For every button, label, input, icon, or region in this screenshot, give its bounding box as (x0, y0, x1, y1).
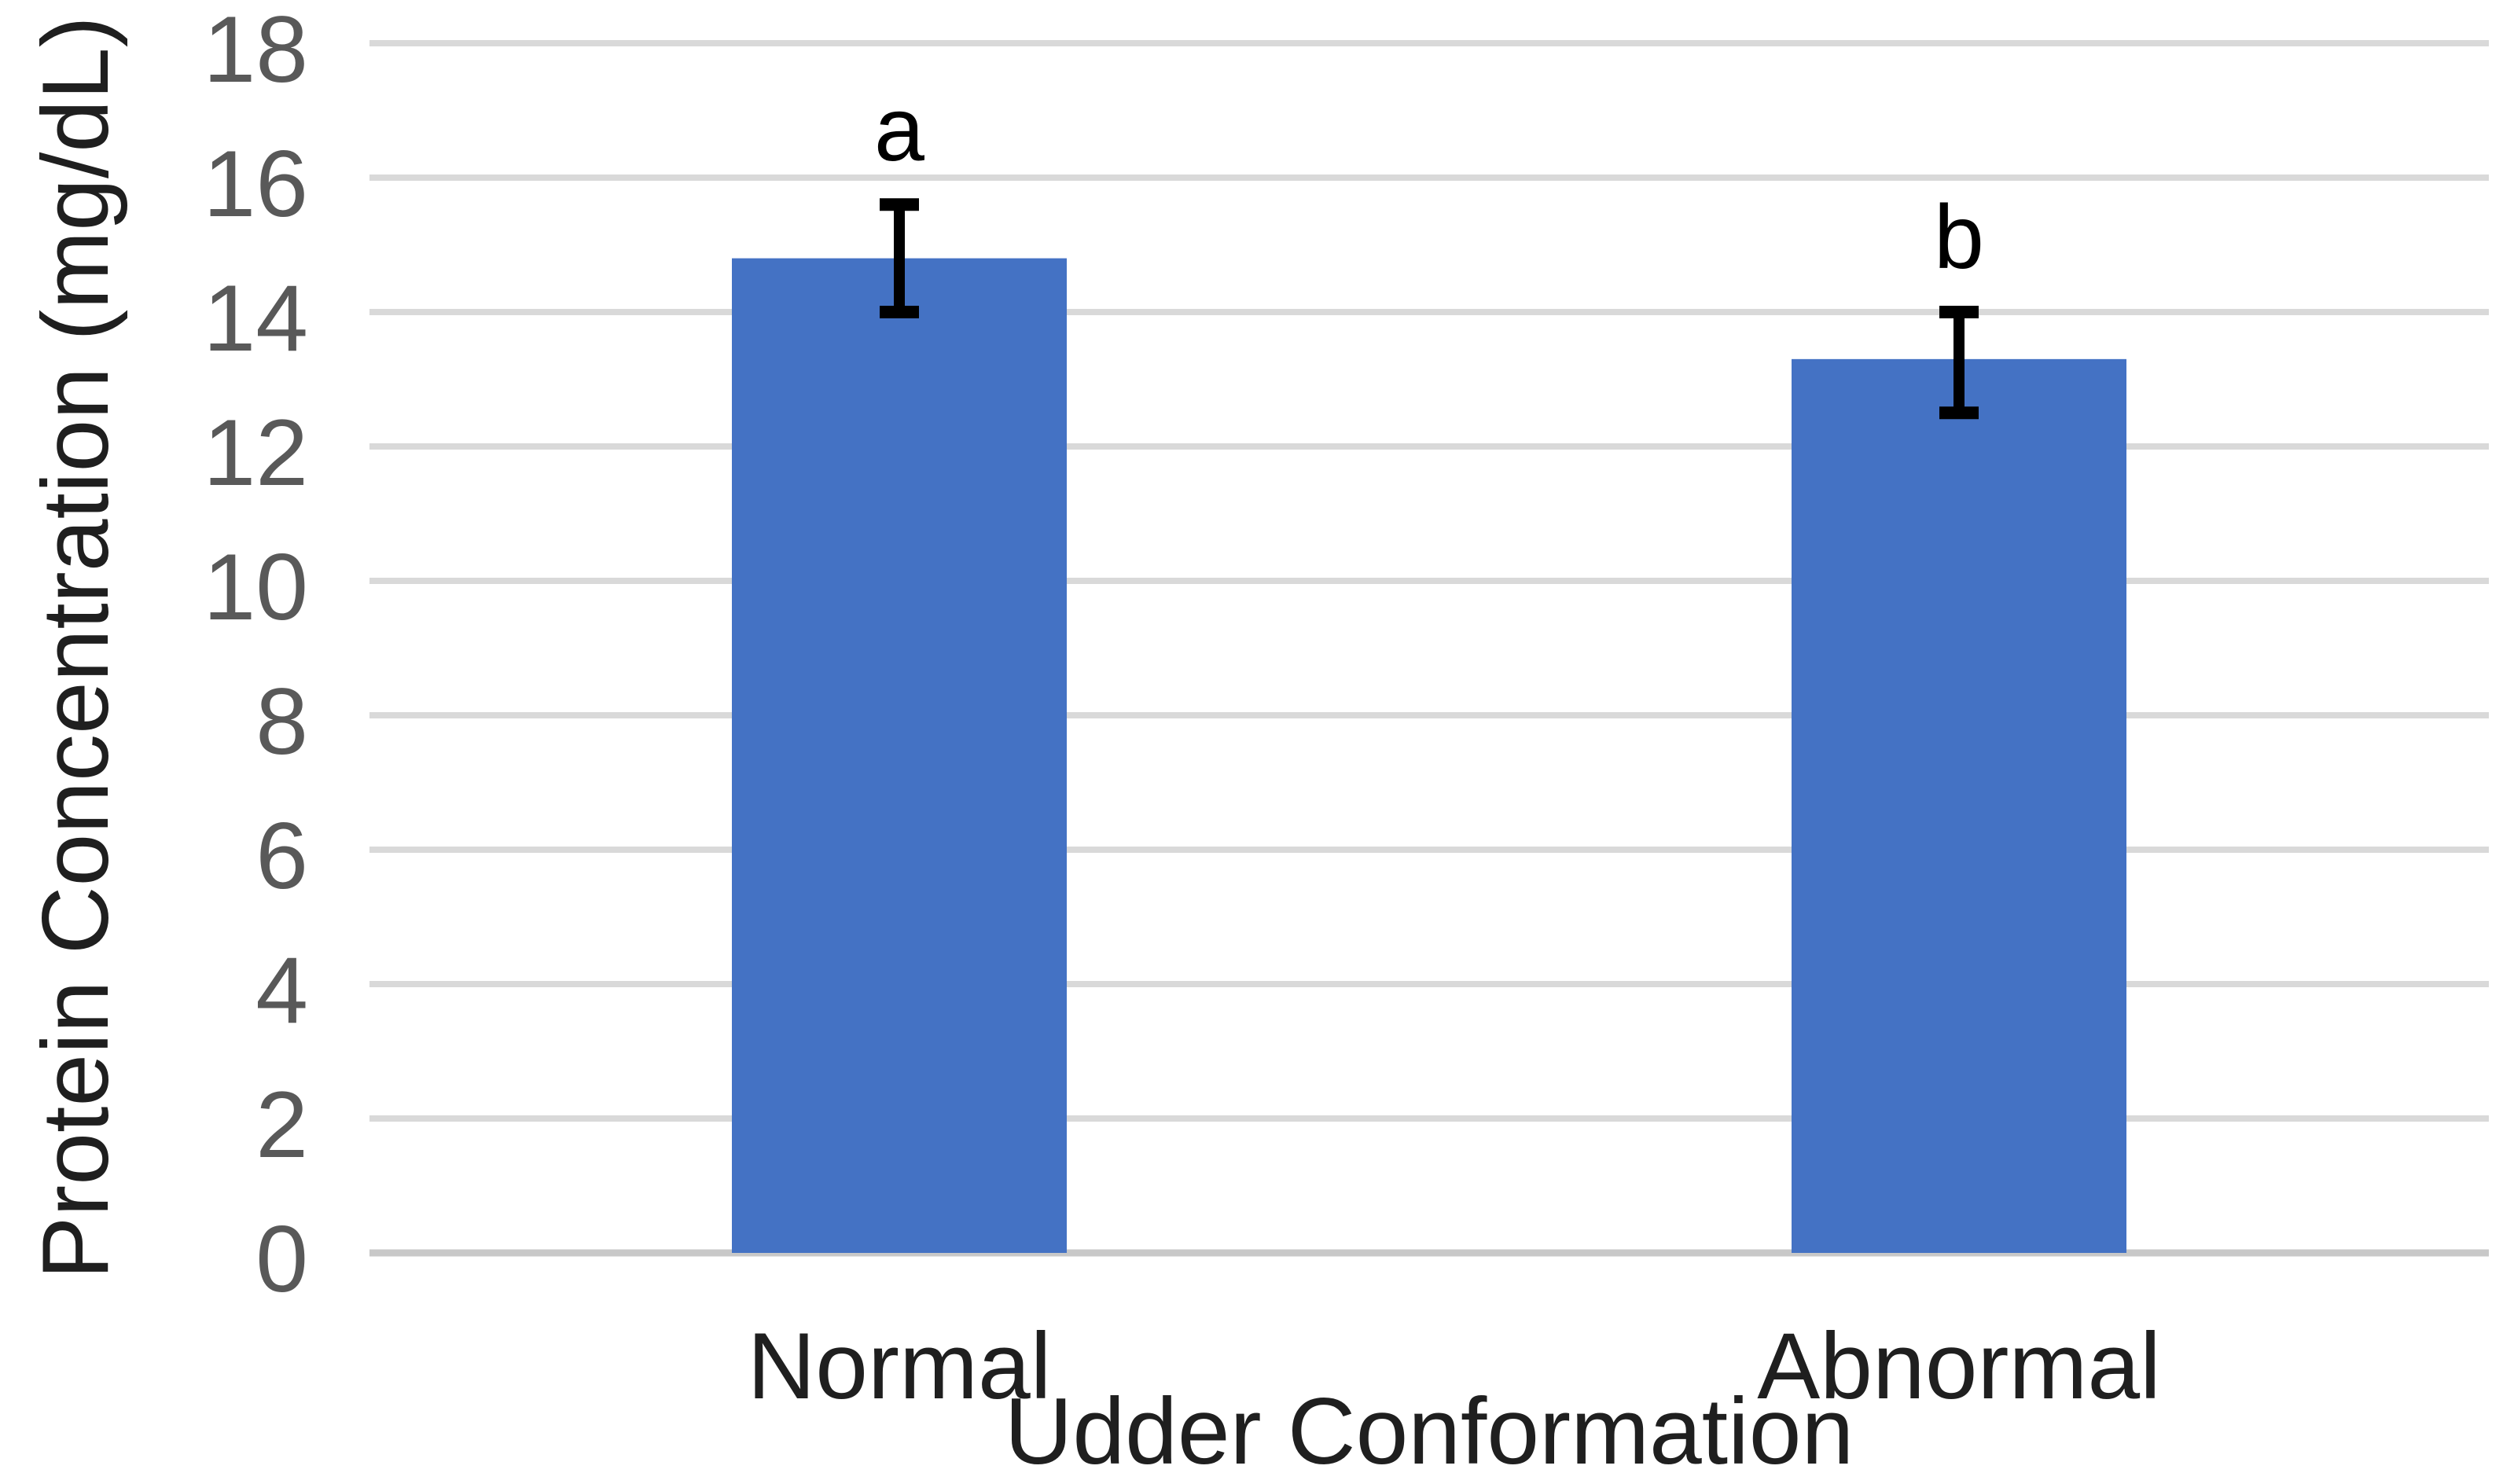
x-axis-title: Udder Conformation (1004, 1379, 1854, 1484)
y-tick-label-10: 10 (203, 534, 308, 640)
category-label-normal: Normal (747, 1313, 1052, 1419)
y-tick-label-6: 6 (255, 803, 308, 909)
significance-letter-abnormal: b (1934, 187, 1984, 288)
y-tick-label-12: 12 (203, 400, 308, 505)
y-tick-label-2: 2 (255, 1072, 308, 1177)
significance-letter-normal: a (874, 79, 924, 181)
y-tick-label-16: 16 (203, 131, 308, 237)
y-tick-label-18: 18 (203, 0, 308, 102)
bar-abnormal (1792, 358, 2126, 1254)
y-tick-label-14: 14 (203, 266, 308, 371)
category-label-abnormal: Abnormal (1757, 1313, 2161, 1419)
y-tick-label-4: 4 (255, 938, 308, 1043)
y-tick-label-8: 8 (255, 669, 308, 774)
y-tick-label-0: 0 (255, 1207, 308, 1312)
bar-normal (732, 258, 1067, 1254)
